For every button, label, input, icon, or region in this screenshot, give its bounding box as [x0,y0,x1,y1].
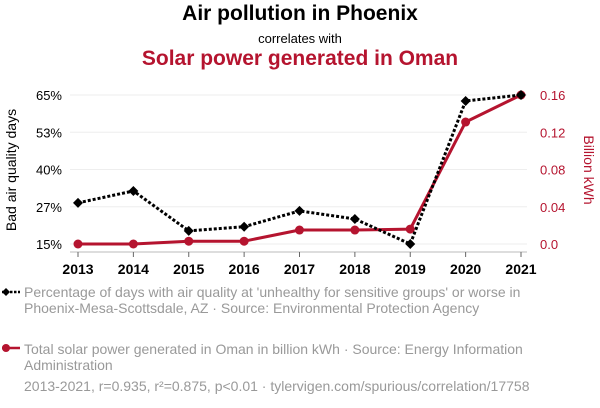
y-tick-label: 53% [36,125,62,140]
footer-note: 2013-2021, r=0.935, r²=0.875, p<0.01 · t… [24,378,530,394]
series2-point [350,225,360,235]
y2-tick-label: 0.0 [540,237,558,252]
x-tick-label: 2015 [173,261,204,277]
series2-point [128,239,138,249]
series2-point [73,239,83,249]
series1-point [349,213,360,224]
series2-point [239,236,249,246]
y-tick-label: 65% [36,88,62,103]
series1-point [239,221,250,232]
chart-title-2: Solar power generated in Oman [141,47,459,70]
series2-point [405,224,415,234]
y2-tick-label: 0.08 [540,163,565,178]
y2-axis-label: Billion kWh [581,135,597,204]
y-tick-label: 27% [36,200,62,215]
x-tick-label: 2019 [395,261,426,277]
legend-marker-series1 [2,288,20,296]
series1-point [183,225,194,236]
y2-tick-label: 0.04 [540,200,565,215]
series1-point [405,239,416,249]
series2-point [184,236,194,246]
chart-title: Air pollution in Phoenix [182,2,418,25]
x-tick-label: 2013 [62,261,93,277]
x-tick-label: 2018 [339,261,370,277]
y-tick-label: 15% [36,237,62,252]
x-tick-label: 2016 [229,261,260,277]
legend-marker-series2 [2,344,20,352]
series1-line [77,93,522,247]
y2-tick-label: 0.12 [540,125,565,140]
x-tick-label: 2021 [505,261,536,277]
y2-tick-label: 0.16 [540,88,565,103]
y-tick-label: 40% [36,163,62,178]
x-tick-label: 2020 [450,261,481,277]
series2-point [295,225,304,235]
series1-point [516,90,526,100]
legend-series1: Percentage of days with air quality at '… [24,284,521,316]
chart-subtitle: correlates with [258,31,342,46]
x-tick-label: 2014 [118,261,149,277]
y-axis-label: Bad air quality days [3,109,19,231]
series1-point [73,197,83,208]
series1-point [294,205,305,216]
legend-series2: Total solar power generated in Oman in b… [24,341,523,373]
series1-point [128,185,139,196]
series2-point [461,117,471,127]
x-tick-label: 2017 [284,261,315,277]
series1-point [460,95,471,106]
